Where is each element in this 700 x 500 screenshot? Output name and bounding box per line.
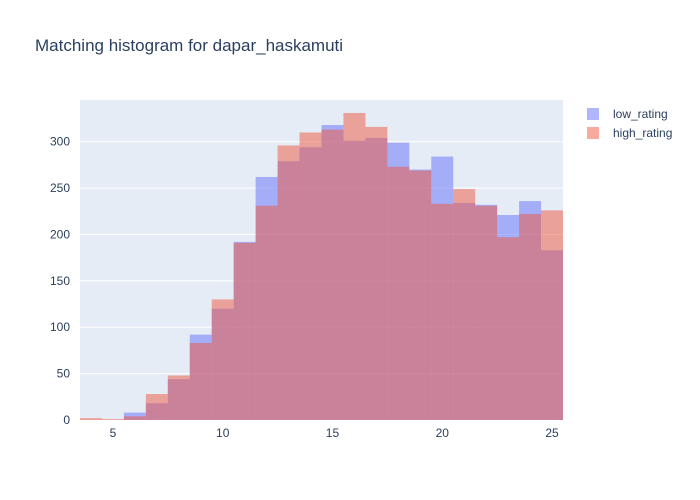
x-tick-label: 25 — [545, 426, 559, 440]
bar-high_rating[interactable] — [321, 129, 344, 420]
y-tick-label: 250 — [50, 181, 70, 195]
chart-title: Matching histogram for dapar_haskamuti — [35, 36, 343, 55]
y-tick-label: 300 — [50, 135, 70, 149]
legend-item-high_rating[interactable]: high_rating — [587, 126, 672, 140]
bar-high_rating[interactable] — [299, 132, 322, 420]
y-tick-label: 50 — [57, 367, 71, 381]
bar-high_rating[interactable] — [475, 205, 498, 420]
bar-high_rating[interactable] — [123, 416, 146, 420]
y-tick-label: 100 — [50, 320, 70, 334]
bar-high_rating[interactable] — [277, 145, 300, 420]
legend-label: low_rating — [613, 107, 668, 121]
bar-high_rating[interactable] — [145, 394, 168, 420]
bar-high_rating[interactable] — [519, 214, 542, 420]
legend-label: high_rating — [613, 126, 672, 140]
bar-high_rating[interactable] — [167, 375, 190, 420]
bar-high_rating[interactable] — [497, 237, 520, 420]
x-tick-label: 10 — [216, 426, 230, 440]
bar-high_rating[interactable] — [431, 203, 454, 420]
x-tick-label: 20 — [436, 426, 450, 440]
y-axis: 0 50 100 150 200 250 300 — [50, 135, 70, 427]
y-tick-label: 200 — [50, 227, 70, 241]
bar-high_rating[interactable] — [387, 166, 410, 420]
bar-high_rating[interactable] — [365, 126, 388, 420]
bar-high_rating[interactable] — [80, 418, 102, 420]
legend[interactable]: low_rating high_rating — [587, 107, 672, 140]
bar-high_rating[interactable] — [453, 189, 476, 420]
bar-high_rating[interactable] — [255, 205, 278, 420]
x-tick-label: 15 — [326, 426, 340, 440]
legend-item-low_rating[interactable]: low_rating — [587, 107, 668, 121]
bar-high_rating[interactable] — [233, 242, 256, 420]
series-high_rating — [80, 112, 563, 420]
bar-high_rating[interactable] — [541, 210, 563, 420]
bar-high_rating[interactable] — [211, 299, 234, 420]
bar-high_rating[interactable] — [189, 343, 212, 420]
bar-high_rating[interactable] — [343, 112, 366, 420]
bars — [80, 112, 563, 421]
y-tick-label: 150 — [50, 274, 70, 288]
legend-swatch — [587, 127, 599, 139]
legend-swatch — [587, 108, 599, 120]
x-tick-label: 5 — [110, 426, 117, 440]
bar-high_rating[interactable] — [101, 419, 124, 420]
y-tick-label: 0 — [63, 413, 70, 427]
bar-high_rating[interactable] — [409, 170, 432, 420]
x-axis: 5 10 15 20 25 — [110, 426, 559, 440]
